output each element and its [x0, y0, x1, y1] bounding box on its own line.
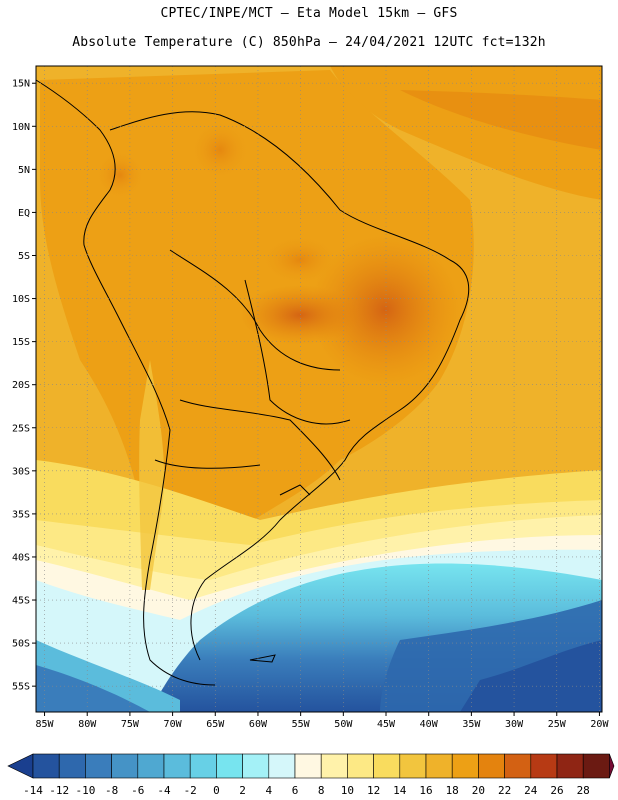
- colorbar-swatch: [556, 753, 584, 779]
- colorbar-label: 8: [318, 784, 325, 797]
- lon-label: 60W: [249, 719, 268, 730]
- lon-label: 75W: [121, 719, 140, 730]
- colorbar-swatch: [504, 753, 532, 779]
- colorbar-label: 4: [265, 784, 272, 797]
- lat-label: 30S: [12, 466, 30, 477]
- colorbar-swatch: [163, 753, 191, 779]
- colorbar-label: 16: [419, 784, 432, 797]
- colorbar-swatch: [268, 753, 296, 779]
- lon-label: 50W: [334, 719, 353, 730]
- coastlines: [35, 79, 470, 686]
- longitude-labels: 85W 80W 75W 70W 65W 60W 55W 50W 45W 40W 35W 30W 25W 2…: [36, 712, 609, 730]
- colorbar-label: -4: [157, 784, 171, 797]
- colorbar-swatch: [189, 753, 217, 779]
- colorbar-label: 20: [472, 784, 485, 797]
- colorbar-label: -6: [131, 784, 144, 797]
- lat-label: 45S: [12, 596, 30, 607]
- lat-label: 15S: [12, 337, 30, 348]
- lat-label: 25S: [12, 423, 30, 434]
- lat-label: 35S: [12, 509, 30, 520]
- colorbar-label: -10: [75, 784, 95, 797]
- colorbar-swatch: [451, 753, 479, 779]
- lon-label: 70W: [164, 719, 183, 730]
- colorbar-swatch: [111, 753, 139, 779]
- lon-label: 20W: [590, 719, 609, 730]
- map-frame: [35, 65, 603, 713]
- map-title: CPTEC/INPE/MCT – Eta Model 15km – GFS: [160, 6, 458, 21]
- lon-label: 55W: [292, 719, 311, 730]
- map-subtitle: Absolute Temperature (C) 850hPa – 24/04/…: [72, 35, 546, 50]
- lon-label: 85W: [36, 719, 55, 730]
- lon-label: 30W: [505, 719, 524, 730]
- colorbar-label: 12: [367, 784, 380, 797]
- lon-label: 40W: [420, 719, 439, 730]
- colorbar-label: -2: [184, 784, 197, 797]
- colorbar-label: 10: [341, 784, 354, 797]
- lat-label: 10S: [12, 294, 30, 305]
- lat-label: 40S: [12, 552, 30, 563]
- latitude-labels: 15N 10N 5N EQ 5S 10S 15S 20S 25S 30S 35S 40S 45S 50S 5…: [12, 79, 36, 693]
- lon-label: 65W: [206, 719, 225, 730]
- colorbar-label: 18: [446, 784, 459, 797]
- colorbar-swatch: [242, 753, 270, 779]
- colorbar-swatch: [320, 753, 348, 779]
- colorbar-swatch: [425, 753, 453, 779]
- colorbar-label: 28: [577, 784, 590, 797]
- colorbar-label: -8: [105, 784, 118, 797]
- temperature-field: [36, 66, 602, 712]
- colorbar-label: 26: [550, 784, 563, 797]
- lon-label: 25W: [548, 719, 567, 730]
- colorbar-label: 22: [498, 784, 511, 797]
- colorbar-swatch: [347, 753, 374, 779]
- colorbar-swatch: [137, 753, 165, 779]
- lat-label: 20S: [12, 380, 30, 391]
- lat-label: 50S: [12, 639, 30, 650]
- colorbar-swatch: [32, 753, 60, 779]
- colorbar-swatch: [58, 753, 86, 779]
- colorbar-swatch: [85, 753, 112, 779]
- lat-label: EQ: [18, 208, 30, 219]
- colorbar-swatch: [216, 753, 243, 779]
- colorbar-swatch: [373, 753, 401, 779]
- colorbar-swatch: [294, 753, 322, 779]
- lon-label: 35W: [462, 719, 481, 730]
- lat-label: 5S: [18, 251, 30, 262]
- colorbar-swatch: [582, 753, 610, 779]
- lon-label: 45W: [377, 719, 396, 730]
- lat-label: 15N: [12, 79, 30, 90]
- colorbar-label: 6: [292, 784, 299, 797]
- colorbar-min-arrow: [7, 753, 34, 779]
- colorbar-max-arrow: [609, 753, 615, 779]
- lat-label: 10N: [12, 122, 30, 133]
- colorbar-swatch: [399, 753, 427, 779]
- colorbar-swatch: [478, 753, 505, 779]
- lat-label: 5N: [18, 165, 30, 176]
- lon-label: 80W: [78, 719, 97, 730]
- colorbar-label: 0: [213, 784, 220, 797]
- colorbar-label: 2: [239, 784, 246, 797]
- colorbar-label: -14: [23, 784, 43, 797]
- colorbar-label: 24: [524, 784, 538, 797]
- colorbar-label: -12: [49, 784, 69, 797]
- colorbar-swatch: [530, 753, 558, 779]
- lat-label: 55S: [12, 682, 30, 693]
- colorbar-label: 14: [393, 784, 407, 797]
